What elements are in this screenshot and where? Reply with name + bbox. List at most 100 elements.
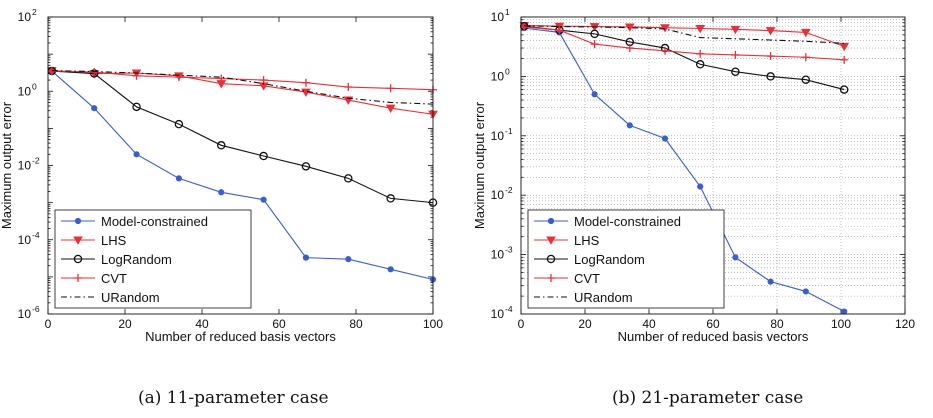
y-tick-label-exponent: -1 [505,126,513,136]
y-tick-label-exponent: -2 [32,156,40,166]
data-point [216,141,226,150]
y-tick-label: 10 [18,159,32,173]
data-point [661,135,669,142]
y-tick-label-exponent: -2 [505,185,513,195]
y-tick-label: 10 [491,248,505,262]
data-point [555,26,564,35]
data-point [839,42,850,52]
x-tick-label: 0 [518,317,525,331]
legend: Model-constrained LHS LogRandom CVT URandom [527,209,725,309]
data-point [302,254,310,261]
data-point [259,76,268,85]
series-line [51,70,434,115]
data-point [259,151,268,161]
legend-marker [74,217,82,225]
plot-frame [520,16,906,315]
legend-marker [547,217,555,225]
legend-label: CVT [574,271,600,286]
series-line [51,70,434,105]
y-tick-label-exponent: 1 [505,7,510,17]
data-point [133,151,140,158]
data-point [731,67,740,76]
data-point [520,22,529,31]
series-line [51,70,434,91]
legend-label: URandom [101,290,160,305]
y-tick-label: 10 [491,10,505,24]
data-point [175,175,182,182]
y-tick-label-exponent: 2 [32,7,37,17]
y-tick-label: 10 [491,188,505,202]
y-axis-label: Maximum output error [472,101,487,229]
legend-label: LogRandom [101,252,172,267]
data-point [767,278,774,285]
y-tick-label: 10 [18,307,32,321]
legend-marker [546,254,556,264]
data-point [344,174,353,183]
data-point [802,288,809,295]
data-point [174,119,184,129]
series-line [524,27,845,313]
y-tick-label-exponent: -4 [505,304,513,314]
data-point [730,25,741,35]
series-cvt [520,22,849,64]
data-point [625,44,634,53]
caption-b: (b) 21-parameter case [612,388,804,408]
legend-label: CVT [101,271,127,286]
data-point [696,49,705,58]
data-point [801,53,810,62]
data-point [590,40,599,49]
data-point [839,85,849,94]
x-tick-label: 0 [45,317,52,331]
y-tick-label: 10 [18,233,32,247]
legend-label: Model-constrained [574,214,681,229]
data-point [301,162,311,171]
data-point [695,60,705,69]
x-tick-label: 100 [831,317,851,331]
data-point [766,72,775,81]
data-point [345,256,352,263]
data-point [91,105,98,112]
x-tick-label: 120 [895,317,915,331]
data-point [766,52,775,61]
legend: Model-constrained LHS LogRandom CVT URandom [54,209,252,309]
x-tick-label: 60 [272,317,286,331]
x-tick-label: 40 [642,317,656,331]
data-point [591,91,598,98]
data-point [386,194,395,203]
data-point [660,24,670,33]
series-urandom [524,25,845,44]
x-tick-label: 60 [706,317,720,331]
series-line [524,25,845,44]
x-axis-label: Number of reduced basis vectors [618,329,809,344]
series-urandom [51,70,434,105]
legend-label: LogRandom [574,252,645,267]
data-point [218,189,225,196]
y-tick-label: 10 [491,69,505,83]
x-tick-label: 20 [578,317,592,331]
data-point [765,27,776,36]
y-tick-label: 10 [491,307,505,321]
data-point [841,308,848,315]
series-line [51,70,434,281]
data-point [260,196,267,203]
legend-marker [547,274,555,282]
x-axis-label: Number of reduced basis vectors [145,329,336,344]
data-point [661,46,669,55]
y-tick-label-exponent: -6 [32,304,40,314]
x-tick-label: 100 [423,317,443,331]
legend-label: Model-constrained [101,214,208,229]
data-point [386,84,395,93]
data-point [385,104,396,113]
series-line [51,70,434,204]
data-point [344,83,353,92]
series-line [524,24,845,47]
caption-a: (a) 11-parameter case [138,388,329,408]
legend-marker [73,254,83,264]
data-point [840,55,849,64]
data-point [801,75,811,84]
legend-label: LHS [101,233,127,248]
legend-marker [73,236,83,245]
